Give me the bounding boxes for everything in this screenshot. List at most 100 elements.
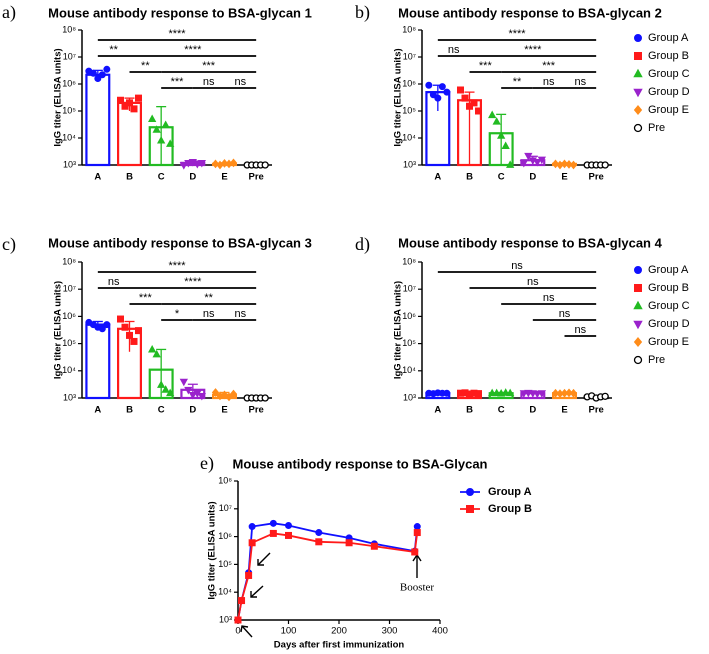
x-tick-label: A: [434, 172, 441, 183]
marker: [211, 388, 220, 397]
marker: [411, 548, 419, 556]
x-tick-label: E: [221, 172, 227, 183]
x-tick-label: C: [158, 405, 165, 416]
marker: [425, 81, 433, 89]
x-tick-label: D: [189, 172, 196, 183]
x-tick-label: Pre: [249, 405, 264, 416]
x-tick-label: E: [561, 172, 567, 183]
marker: [184, 386, 193, 395]
marker: [245, 571, 253, 579]
marker: [285, 522, 292, 530]
marker: [438, 83, 446, 91]
marker: [633, 88, 643, 98]
legend-label: Group B: [648, 50, 689, 62]
y-tick-label: 10⁵: [62, 105, 76, 115]
x-axis-label: Days after first immunization: [274, 640, 405, 651]
marker: [506, 160, 515, 168]
marker: [238, 597, 246, 605]
legend-label: Group E: [648, 104, 689, 116]
panel-label: d): [355, 234, 370, 255]
x-tick-label: D: [529, 172, 536, 183]
marker: [634, 34, 642, 42]
panel-title: Mouse antibody response to BSA-glycan 4: [398, 235, 662, 250]
legend-label: Group A: [648, 32, 689, 44]
bar: [85, 73, 111, 167]
marker: [633, 123, 643, 133]
marker: [461, 94, 469, 102]
marker: [130, 105, 138, 113]
marker: [533, 159, 542, 167]
marker: [560, 159, 569, 169]
marker: [126, 99, 133, 107]
panel-label: b): [355, 2, 370, 23]
marker: [193, 160, 202, 169]
y-tick-label: 10³: [63, 159, 76, 169]
significance-label: **: [141, 60, 150, 72]
marker: [633, 355, 643, 365]
marker: [89, 69, 97, 77]
marker: [565, 388, 573, 398]
series-line: [237, 532, 419, 621]
legend-label: Group E: [648, 336, 689, 348]
marker: [633, 320, 643, 330]
y-tick-label: 10⁶: [62, 78, 76, 88]
x-tick-label: B: [126, 405, 133, 416]
marker: [501, 388, 510, 396]
legend-label: Group A: [488, 486, 532, 498]
significance-label: ns: [575, 324, 587, 336]
x-tick-label: E: [221, 405, 227, 416]
y-tick-label: 10⁷: [403, 51, 416, 61]
significance-label: ***: [542, 60, 556, 72]
significance-label: **: [204, 292, 213, 304]
marker: [569, 160, 578, 170]
marker: [537, 156, 546, 165]
marker: [501, 141, 510, 150]
y-tick-label: 10³: [219, 614, 232, 624]
marker: [633, 68, 643, 78]
marker: [117, 96, 124, 104]
marker: [466, 488, 474, 496]
significance-label: ns: [543, 292, 555, 304]
x-tick-label: A: [434, 405, 441, 416]
marker: [135, 94, 142, 102]
panel-title: Mouse antibody response to BSA-glycan 2: [398, 5, 662, 20]
marker: [98, 325, 106, 333]
marker: [429, 91, 437, 99]
panel-title: Mouse antibody response to BSA-Glycan: [233, 456, 488, 471]
significance-label: ***: [479, 60, 493, 72]
marker: [537, 390, 546, 398]
marker: [135, 327, 142, 335]
arrow: [241, 625, 253, 638]
marker: [315, 538, 323, 546]
panel-label: e): [200, 453, 214, 474]
marker: [197, 392, 206, 401]
marker: [94, 74, 102, 82]
marker: [492, 117, 501, 125]
significance-label: ns: [203, 76, 215, 88]
marker: [121, 323, 129, 331]
marker: [117, 315, 124, 323]
significance-label: ****: [524, 44, 542, 56]
y-tick-label: 10⁶: [402, 78, 416, 88]
marker: [601, 161, 609, 169]
marker: [179, 162, 188, 170]
marker: [261, 394, 269, 402]
x-tick-label: Pre: [249, 172, 264, 183]
arrow: [250, 585, 264, 598]
marker: [126, 331, 133, 339]
x-tick-label: D: [189, 405, 196, 416]
marker: [161, 120, 170, 129]
y-tick-label: 10⁶: [62, 311, 76, 321]
y-axis-label: IgG titer (ELISA units): [207, 501, 218, 599]
marker: [261, 161, 269, 169]
marker: [157, 135, 166, 144]
panel-title: Mouse antibody response to BSA-glycan 3: [48, 235, 312, 250]
x-tick-label: 0: [235, 626, 240, 637]
marker: [475, 390, 482, 398]
marker: [475, 107, 482, 115]
marker: [533, 390, 542, 399]
marker: [413, 523, 421, 531]
significance-label: ns: [235, 308, 247, 320]
legend-label: Pre: [648, 354, 665, 366]
